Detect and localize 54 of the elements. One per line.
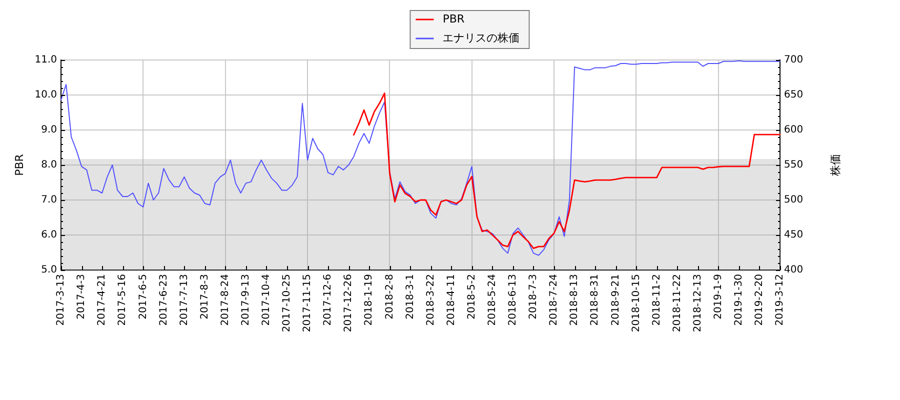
x-tick-label: 2018-8-31 (590, 274, 601, 326)
x-tick-label: 2018-12-13 (692, 274, 704, 332)
x-tick-label: 2019-3-12 (774, 274, 786, 326)
x-tick-label: 2017-12-6 (322, 274, 334, 326)
x-tick-label: 2019-1-30 (734, 274, 745, 326)
x-tick-label: 2018-3-1 (404, 274, 416, 320)
y-tick-label: 11.0 (34, 54, 57, 66)
x-tick-label: 2017-9-13 (240, 274, 252, 326)
x-tick-label: 2017-4-3 (76, 274, 88, 320)
x-tick-label: 2017-11-15 (302, 274, 314, 332)
y2-tick-label: 700 (784, 54, 804, 66)
x-tick-label: 2018-8-13 (569, 274, 580, 326)
x-tick-label: 2018-11-22 (672, 274, 683, 332)
y-tick-label: 5.0 (41, 264, 57, 276)
x-tick-label: 2018-2-8 (384, 274, 396, 320)
x-tick-label: 2017-3-13 (56, 274, 67, 326)
x-tick-label: 2017-6-23 (158, 274, 170, 326)
y-tick-label: 10.0 (34, 90, 57, 101)
x-tick-label: 2017-10-4 (261, 274, 272, 326)
x-tick-label: 2017-5-16 (117, 274, 128, 326)
x-tick-label: 2017-6-5 (138, 274, 149, 320)
y-tick-label: 9.0 (41, 124, 57, 136)
x-tick-label: 2018-5-2 (466, 274, 478, 320)
x-tick-label: 2019-1-9 (712, 274, 724, 320)
x-tick-label: 2018-3-22 (425, 274, 436, 326)
x-tick-label: 2017-8-3 (199, 274, 210, 320)
x-tick-label: 2018-9-21 (610, 274, 622, 326)
y2-tick-label: 550 (784, 160, 804, 171)
x-tick-label: 2018-7-24 (548, 274, 560, 326)
y2-tick-label: 450 (784, 230, 804, 241)
y-tick-label: 7.0 (41, 194, 57, 206)
x-tick-label: 2017-12-26 (343, 274, 354, 332)
x-tick-label: 2017-4-21 (96, 274, 108, 326)
x-tick-label: 2018-6-13 (508, 274, 519, 326)
x-tick-label: 2017-10-25 (282, 274, 293, 332)
y2-axis-title: 株価 (828, 154, 842, 177)
x-tick-label: 2017-7-13 (178, 274, 190, 326)
y2-tick-label: 650 (784, 90, 804, 101)
x-tick-label: 2018-10-15 (630, 274, 642, 332)
x-tick-label: 2018-11-2 (651, 274, 662, 326)
x-tick-label: 2018-7-3 (528, 274, 540, 320)
x-tick-label: 2017-8-24 (220, 274, 231, 326)
x-tick-label: 2018-5-24 (486, 274, 498, 326)
x-tick-label: 2018-1-19 (364, 274, 375, 326)
y2-tick-label: 400 (784, 264, 804, 276)
x-tick-label: 2018-4-11 (446, 274, 457, 326)
legend-label: PBR (442, 12, 465, 26)
y-tick-label: 6.0 (41, 230, 57, 241)
x-tick-label: 2019-2-20 (754, 274, 766, 326)
legend-label: エナリスの株価 (442, 31, 520, 44)
y-tick-label: 8.0 (41, 160, 57, 171)
y-axis-title: PBR (12, 154, 26, 176)
y2-tick-label: 600 (784, 124, 804, 136)
y2-tick-label: 500 (784, 194, 804, 206)
